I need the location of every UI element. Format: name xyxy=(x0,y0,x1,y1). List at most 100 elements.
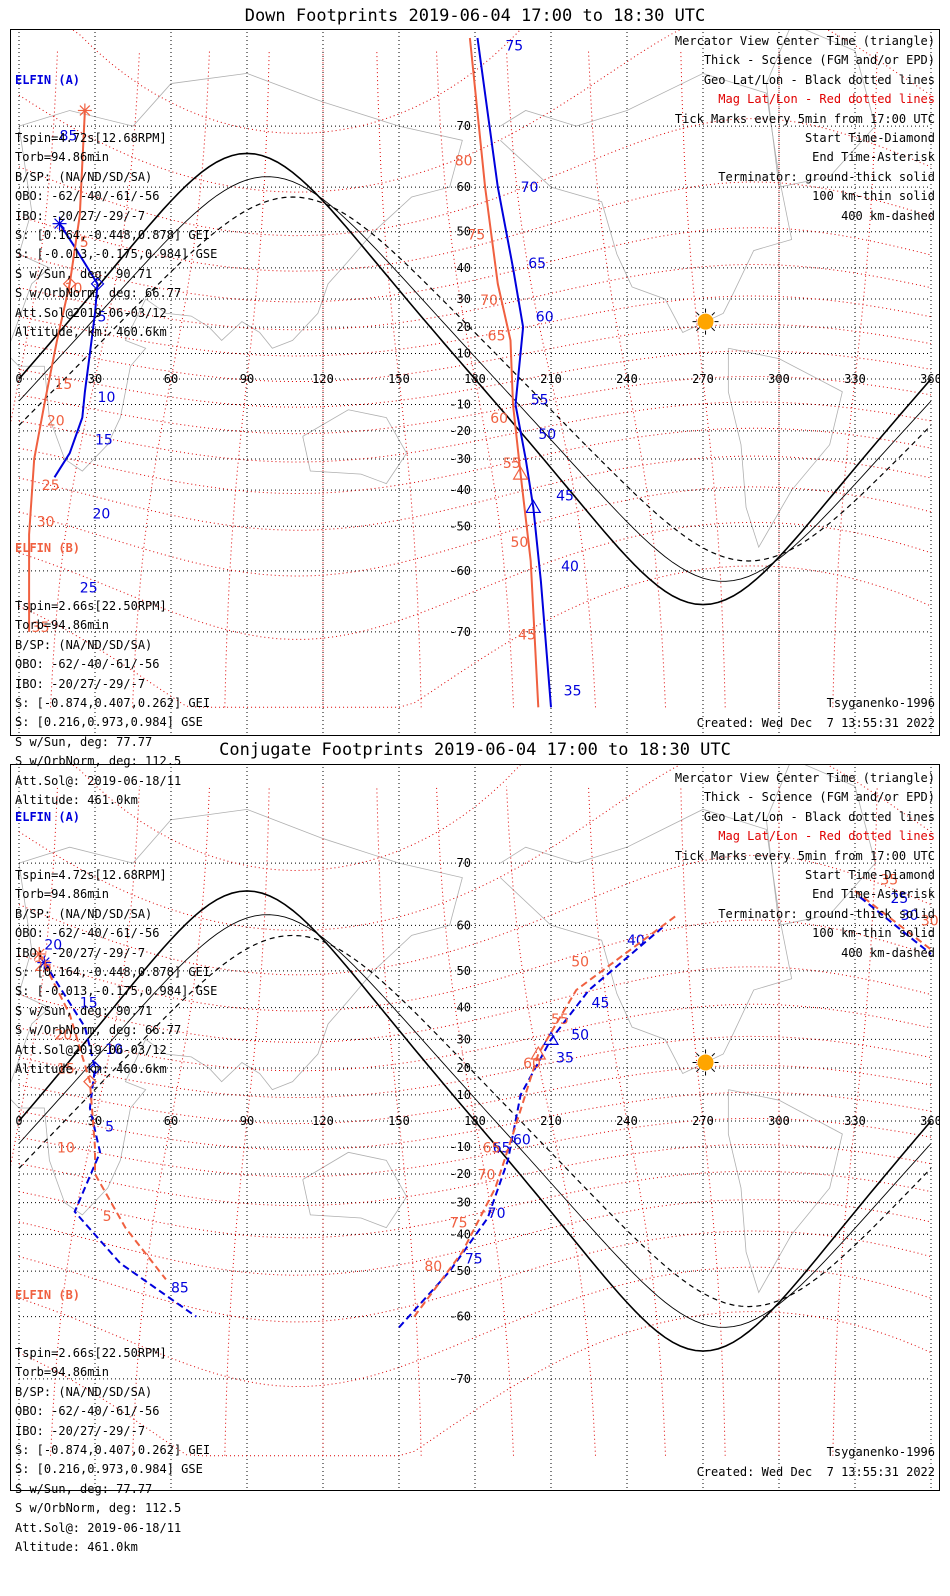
text-line: 100 km-thin solid xyxy=(812,926,935,941)
x-tick-label: 150 xyxy=(388,1114,410,1128)
mag-parallel xyxy=(18,1199,932,1276)
y-tick-label: -20 xyxy=(449,1167,471,1181)
mag-parallel xyxy=(18,376,932,435)
x-tick-label: 210 xyxy=(540,372,562,386)
landmass-2 xyxy=(500,72,793,333)
series-elfin-b-wrap: 35 30 xyxy=(854,872,939,951)
center-time-triangle-icon xyxy=(512,465,529,480)
end-asterisk-icon xyxy=(77,103,92,118)
landmass-2 xyxy=(500,808,793,1075)
text-line: B/SP: (NA/ND/SD/SA) xyxy=(15,906,153,921)
mag-parallel xyxy=(18,1035,932,1098)
end-asterisk-icon xyxy=(52,216,67,231)
mag-meridian xyxy=(680,786,726,1456)
elfin-a-lines: Tspin=4.72s[12.68RPM] Torb=94.86min B/SP: … xyxy=(15,866,217,1079)
text-line: B/SP: (NA/ND/SD/SA) xyxy=(15,1384,153,1399)
track-tick-label: 60 xyxy=(536,310,554,326)
track-tick-label: 10 xyxy=(98,390,116,406)
mag-grid xyxy=(11,765,932,1457)
track-tick-label: 25 xyxy=(80,581,98,597)
text-line: Geo Lat/Lon - Black dotted lines xyxy=(703,809,935,824)
text-line: S w/Sun, deg: 77.77 xyxy=(15,1481,153,1496)
track-tick-label: 55 xyxy=(503,456,521,472)
text-line: Altitude: 461.0km xyxy=(15,1540,138,1555)
sun-ray xyxy=(695,327,700,332)
text-line: Thick - Science (FGM and/or EPD) xyxy=(703,790,935,805)
track-tick-label: 35 xyxy=(880,872,898,888)
track-tick-label: 15 xyxy=(54,377,72,393)
track-tick-label: 10 xyxy=(65,281,83,297)
elfin-b-header: ELFIN (B) xyxy=(15,1287,81,1302)
track-tick-label: 75 xyxy=(450,1216,468,1232)
track-tick-label: 65 xyxy=(483,1140,501,1156)
track-tick-label: 30 xyxy=(901,908,919,924)
mag-parallel xyxy=(18,295,932,357)
track-tick-label: 5 xyxy=(103,1209,112,1225)
mag-meridian xyxy=(436,50,514,708)
sun-ray xyxy=(711,327,716,332)
track-tick-label: 25 xyxy=(34,959,52,975)
text-line: Mag Lat/Lon - Red dotted lines xyxy=(718,829,935,844)
track-tick-label: 60 xyxy=(523,1056,541,1072)
text-line: IBO: -20/27/-29/-7 xyxy=(15,208,146,223)
text-line: Torb=94.86min xyxy=(15,150,109,165)
mag-parallel xyxy=(18,1230,932,1323)
mag-meridian xyxy=(50,786,140,1456)
text-line: Tspin=2.66s[22.50RPM] xyxy=(15,599,167,614)
series-elfin-b-: 5 10 15 20 25 30 35 xyxy=(28,103,92,636)
sun-icon xyxy=(692,308,719,335)
text-line: Terminator: ground-thick solid xyxy=(718,906,935,921)
asterisk-stroke xyxy=(38,957,50,968)
x-tick-label: 0 xyxy=(15,372,22,386)
track-line xyxy=(53,223,99,478)
text-line: Start Time-Diamond xyxy=(804,131,935,146)
track-tick-label: 50 xyxy=(510,535,528,551)
mag-parallel xyxy=(18,181,932,272)
text-line: Mercator View Center Time (triangle) xyxy=(674,771,935,785)
text-line: 400 km-dashed xyxy=(841,945,935,960)
x-tick-label: 210 xyxy=(540,1114,562,1128)
text-line: S: [-0.013,-0.175,0.984] GSE xyxy=(15,247,218,262)
x-tick-label: 240 xyxy=(616,1114,638,1128)
text-line: Thick - Science (FGM and/or EPD) xyxy=(703,53,935,68)
sun-ray xyxy=(695,1068,700,1073)
mag-grid xyxy=(11,30,932,708)
y-tick-label: -30 xyxy=(449,452,471,466)
y-tick-label: 50 xyxy=(457,225,471,239)
sun-disk xyxy=(697,1054,714,1071)
track-tick-label: 5 xyxy=(80,235,89,251)
y-tick-label: 70 xyxy=(457,856,471,870)
mag-meridian xyxy=(588,786,666,1456)
mag-parallel xyxy=(18,323,932,382)
mag-meridian xyxy=(132,50,210,708)
text-line: S: [-0.874,0.407,0.262] GEI xyxy=(15,696,211,711)
center-time-triangle-icon xyxy=(530,1045,547,1060)
track-line xyxy=(38,953,167,1281)
series-elfin-a-: 85 5 10 15 20 25 xyxy=(52,128,116,597)
terminator-ground xyxy=(18,890,932,1352)
y-tick-label: 50 xyxy=(457,964,471,978)
text-line: OBO: -62/-40/-61/-56 xyxy=(15,657,160,672)
text-line: S w/Sun, deg: 90.71 xyxy=(15,266,153,281)
sun-disk xyxy=(697,313,714,330)
track-line xyxy=(468,37,540,708)
mag-parallel xyxy=(18,1117,932,1178)
sun-ray xyxy=(695,312,700,316)
text-line: B/SP: (NA/ND/SD/SA) xyxy=(15,169,153,184)
elfin-b-info: ELFIN (B) Tspin=2.66s[22.50RPM] Torb=94.8… xyxy=(15,1247,210,1596)
mag-meridian xyxy=(376,50,422,708)
track-tick-label: 85 xyxy=(60,128,78,144)
y-tick-label: -60 xyxy=(449,1310,471,1324)
track-tick-label: 75 xyxy=(467,227,485,243)
mag-meridian xyxy=(436,786,514,1456)
text-line: Altitude, km: 460.6km xyxy=(15,325,167,340)
track-tick-label: 50 xyxy=(571,1027,589,1043)
mag-parallel xyxy=(18,227,932,303)
mag-meridian xyxy=(132,786,210,1456)
series-elfin-a-: 20 15 10 5 85 xyxy=(37,937,197,1318)
x-tick-label: 120 xyxy=(312,1114,334,1128)
landmass-1 xyxy=(302,409,408,485)
y-tick-label: 70 xyxy=(457,119,471,133)
y-tick-label: 60 xyxy=(457,918,471,932)
